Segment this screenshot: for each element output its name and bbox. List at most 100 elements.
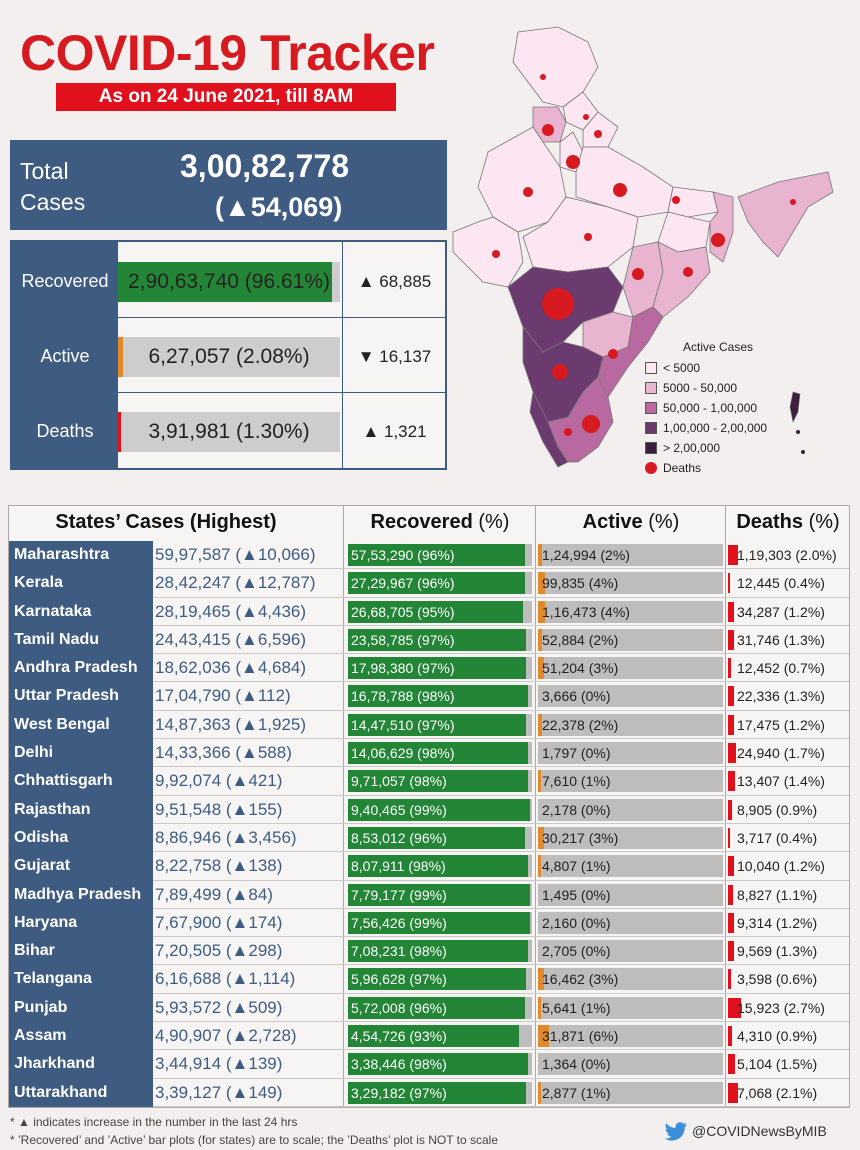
date-banner: As on 24 June 2021, till 8AM <box>56 83 396 111</box>
states-rows: Maharashtra 59,97,587 (▲10,066) 57,53,290 … <box>9 541 849 1107</box>
state-cases: 3,39,127 (▲149) <box>155 1082 283 1102</box>
table-row: Delhi 14,33,366 (▲588) 14,06,629 (98%) 1,79… <box>9 739 849 768</box>
recovered-label: 5,72,008 (96%) <box>351 999 447 1016</box>
active-label: 99,835 (4%) <box>542 575 619 592</box>
deaths-label: 4,310 (0.9%) <box>737 1028 818 1045</box>
deaths-bar <box>728 969 731 990</box>
recovered-label: 23,58,785 (97%) <box>351 631 455 648</box>
deaths-label: 31,746 (1.3%) <box>737 631 825 648</box>
recovered-bar <box>348 742 529 765</box>
map-region-gujarat <box>452 216 524 288</box>
states-table: States’ Cases (Highest) Recovered (%) Ac… <box>8 505 850 1108</box>
recovered-bar-track <box>348 1053 532 1076</box>
active-bar-track <box>538 1053 723 1076</box>
deaths-label: 8,827 (1.1%) <box>737 886 818 903</box>
summary-row-active: Active 6,27,057 (2.08%) ▼ 16,137 <box>12 319 445 394</box>
active-bar-track <box>538 911 723 934</box>
table-row: Maharashtra 59,97,587 (▲10,066) 57,53,290 … <box>9 541 849 570</box>
deaths-bubble <box>584 233 592 241</box>
summary-bar-track <box>118 262 340 302</box>
table-row: Kerala 28,42,247 (▲12,787) 27,29,967 (96%)… <box>9 569 849 598</box>
deaths-label: 5,104 (1.5%) <box>737 1056 818 1073</box>
deaths-bubble <box>542 124 554 136</box>
summary-delta: ▲ 1,321 <box>362 422 427 441</box>
table-row: Rajasthan 9,51,548 (▲155) 9,40,465 (99%) 2,… <box>9 795 849 824</box>
state-name: Telangana <box>9 965 153 994</box>
deaths-bubble <box>523 187 533 197</box>
summary-divider <box>342 242 343 468</box>
state-name: Madhya Pradesh <box>9 880 153 909</box>
map-region-uttarakhand <box>582 111 619 148</box>
deaths-label: 17,475 (1.2%) <box>737 716 825 733</box>
recovered-bar-track <box>348 742 532 765</box>
summary-bar-track <box>118 412 340 452</box>
state-cases: 28,19,465 (▲4,436) <box>155 601 307 621</box>
legend-item: > 2,00,000 <box>645 438 767 458</box>
state-name: Punjab <box>9 993 153 1023</box>
state-cases: 7,67,900 (▲174) <box>155 912 283 932</box>
active-bar <box>538 1081 541 1104</box>
recovered-bar <box>348 1053 529 1076</box>
deaths-header-label: Deaths <box>736 511 804 533</box>
deaths-bubble <box>608 349 618 359</box>
deaths-label: 22,336 (1.3%) <box>737 688 825 705</box>
state-cases: 5,93,572 (▲509) <box>155 997 283 1017</box>
active-bar <box>538 855 541 878</box>
active-bar-track <box>538 544 723 566</box>
deaths-bar <box>728 714 734 735</box>
active-bar-track <box>538 883 723 906</box>
table-row: Assam 4,90,907 (▲2,728) 4,54,726 (93%) 31,8… <box>9 1022 849 1051</box>
recovered-bar-track <box>348 770 532 793</box>
recovered-bar <box>348 1025 520 1048</box>
twitter-bird-icon <box>664 1122 688 1141</box>
state-name: Uttarakhand <box>9 1078 153 1107</box>
deaths-bar <box>728 1054 736 1075</box>
recovered-label: 16,78,788 (98%) <box>351 688 455 705</box>
active-bar <box>538 826 544 849</box>
map-island <box>796 430 800 434</box>
recovered-label: 7,56,426 (99%) <box>351 914 447 931</box>
active-bar <box>538 713 542 736</box>
summary-percent: (2.08%) <box>236 345 310 368</box>
state-cases: 7,89,499 (▲84) <box>155 884 273 904</box>
recovered-bar-track <box>348 1081 532 1104</box>
state-cases: 3,44,914 (▲139) <box>155 1054 283 1074</box>
recovered-label: 17,98,380 (97%) <box>351 660 455 677</box>
summary-label: Recovered <box>21 271 109 291</box>
state-name: Karnataka <box>9 597 153 626</box>
legend-label: > 2,00,000 <box>663 441 721 455</box>
summary-percent: (1.30%) <box>236 420 310 443</box>
deaths-label: 13,407 (1.4%) <box>737 773 825 790</box>
table-row: Tamil Nadu 24,43,415 (▲6,596) 23,58,785 (9… <box>9 625 849 655</box>
active-header-label: Active <box>582 511 643 533</box>
deaths-bar <box>728 771 735 792</box>
legend-title: Active Cases <box>683 340 754 354</box>
state-name: Andhra Pradesh <box>9 654 153 683</box>
deaths-label: 9,314 (1.2%) <box>737 914 818 931</box>
active-label: 52,884 (2%) <box>542 631 619 648</box>
deaths-bar <box>728 827 730 848</box>
legend-swatch <box>645 442 657 454</box>
state-name: Odisha <box>9 823 153 853</box>
india-map <box>452 26 834 468</box>
deaths-bubble <box>564 428 572 436</box>
twitter-handle: @COVIDNewsByMIB <box>692 1123 827 1139</box>
state-cases: 28,42,247 (▲12,787) <box>155 573 316 593</box>
table-row: Bihar 7,20,505 (▲298) 7,08,231 (98%) 2,705 … <box>9 937 849 966</box>
active-label: 1,495 (0%) <box>542 886 611 903</box>
deaths-bar <box>728 686 735 707</box>
active-label: 22,378 (2%) <box>542 716 619 733</box>
active-header: Active (%) <box>536 506 726 541</box>
summary-value: 2,90,63,740 (96.61%) <box>118 262 340 302</box>
total-cases-value: 3,00,82,778 <box>180 148 350 184</box>
table-row: West Bengal 14,87,363 (▲1,925) 14,47,510 (… <box>9 710 849 740</box>
summary-count: 2,90,63,740 <box>128 270 239 293</box>
deaths-label: 9,569 (1.3%) <box>737 943 818 960</box>
summary-value: 6,27,057 (2.08%) <box>118 337 340 377</box>
state-cases: 4,90,907 (▲2,728) <box>155 1026 297 1046</box>
active-label: 3,666 (0%) <box>542 688 611 705</box>
active-label: 2,178 (0%) <box>542 801 611 818</box>
table-row: Gujarat 8,22,758 (▲138) 8,07,911 (98%) 4,80… <box>9 852 849 881</box>
state-cases: 7,20,505 (▲298) <box>155 941 283 961</box>
recovered-bar-track <box>348 940 532 963</box>
